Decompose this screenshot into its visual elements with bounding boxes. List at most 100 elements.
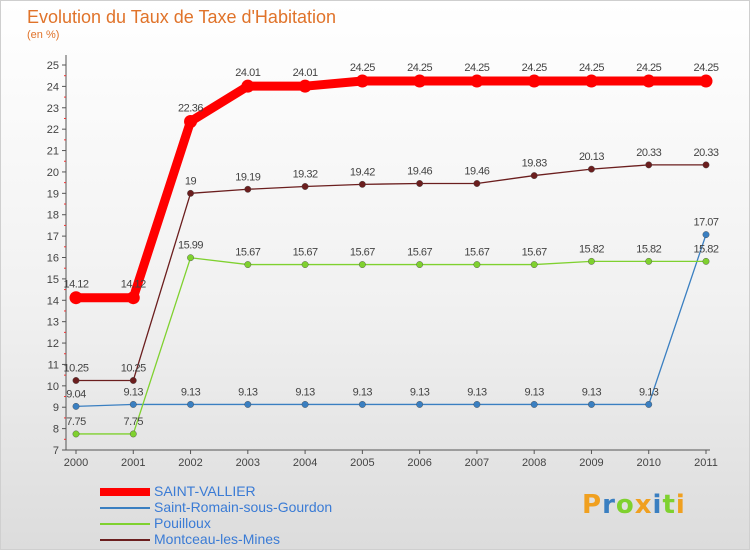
data-label: 19.46 [464,165,489,177]
x-tick-label: 2005 [350,457,374,469]
legend-item: Pouilloux [100,515,400,532]
data-point [358,180,366,188]
y-tick-label: 18 [47,210,59,222]
data-point [69,291,83,305]
data-label: 19.19 [235,171,260,183]
x-tick-label: 2010 [636,457,660,469]
data-label: 24.25 [636,62,661,74]
x-tick-label: 2009 [579,457,603,469]
data-point [702,161,710,169]
data-point [72,402,80,410]
y-tick-label: 22 [47,124,59,136]
data-point [301,183,309,190]
x-tick-label: 2002 [178,457,202,469]
data-point [645,161,653,169]
y-tick-label: 21 [47,146,59,158]
data-point [358,401,366,408]
data-point [187,401,194,408]
data-label: 14.12 [63,279,88,291]
data-point [645,401,653,408]
data-point [129,430,137,438]
data-point [241,79,255,93]
y-tick-label: 10 [47,381,59,393]
data-label: 24.25 [693,62,718,74]
data-point [473,401,481,408]
data-label: 7.75 [66,416,86,428]
data-label: 9.13 [295,386,315,398]
data-label: 15.67 [350,247,375,259]
data-label: 17.07 [693,217,718,229]
data-point [416,261,424,268]
legend-label: SAINT-VALLIER [154,483,256,499]
y-tick-label: 16 [47,253,59,265]
data-label: 9.04 [66,388,86,400]
data-label: 24.25 [350,62,375,74]
data-point [358,261,366,268]
legend-label: Saint-Romain-sous-Gourdon [154,499,333,515]
series-line-0 [71,76,711,303]
data-label: 9.13 [582,386,602,398]
data-label: 19.46 [407,165,432,177]
data-point [301,401,309,408]
legend-label: Pouilloux [154,515,211,531]
data-label: 19.32 [293,168,318,180]
series-line-2 [75,257,707,435]
legend-item: Montceau-les-Mines [100,531,400,548]
data-point [530,401,538,408]
data-point [413,74,427,88]
data-label: 9.13 [467,386,487,398]
data-label: 15.67 [293,247,318,259]
data-label: 24.25 [407,62,432,74]
proxiti-logo: Proxiti [582,490,686,520]
logo-letter: x [634,490,653,520]
data-point [588,401,595,408]
legend-label: Montceau-les-Mines [154,531,281,547]
logo-letter: o [615,490,635,520]
data-label: 15.67 [464,247,489,259]
data-label: 9.13 [353,386,373,398]
x-tick-label: 2001 [121,457,145,469]
data-label: 20.13 [579,151,604,163]
data-label: 10.25 [63,362,88,374]
x-tick-label: 2011 [694,457,718,469]
data-label: 24.25 [464,62,489,74]
data-label: 15.82 [636,243,661,255]
legend-swatch [100,539,150,541]
legend-item: Saint-Romain-sous-Gourdon [100,499,400,516]
data-point [72,377,80,384]
data-label: 24.25 [579,62,604,74]
data-label: 15.67 [235,247,260,259]
data-point [588,165,595,173]
y-tick-label: 24 [47,81,59,93]
data-point [244,401,252,408]
data-point [244,185,252,193]
data-label: 24.01 [293,67,318,79]
data-point [129,401,137,408]
data-point [129,377,137,384]
data-point [645,257,653,265]
data-label: 20.33 [693,147,718,159]
chart-subtitle: (en %) [27,29,60,41]
data-point [416,180,424,187]
legend-item: SAINT-VALLIER [100,483,400,500]
y-tick-label: 23 [47,103,59,115]
data-label: 9.13 [410,386,430,398]
data-point [473,180,481,187]
data-point [530,172,538,179]
data-label: 19.42 [350,166,375,178]
data-point [702,231,710,239]
y-tick-label: 13 [47,317,59,329]
data-point [355,74,369,88]
data-label: 19.83 [522,158,547,170]
data-point [470,74,484,88]
logo-letter: P [582,490,603,520]
y-tick-label: 12 [47,338,59,350]
legend-swatch [100,507,150,509]
y-tick-label: 15 [47,274,59,286]
data-label: 15.99 [178,240,203,252]
data-label: 9.13 [639,386,659,398]
data-point [184,114,198,128]
data-point [187,254,194,262]
data-point [530,261,538,268]
